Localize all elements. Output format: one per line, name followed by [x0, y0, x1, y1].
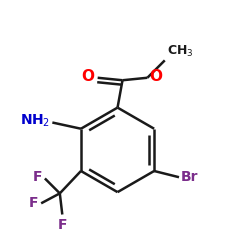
- Text: O: O: [149, 69, 162, 84]
- Text: F: F: [29, 196, 39, 210]
- Text: NH$_2$: NH$_2$: [20, 113, 50, 130]
- Text: F: F: [58, 218, 67, 232]
- Text: Br: Br: [181, 170, 198, 184]
- Text: CH$_3$: CH$_3$: [167, 44, 194, 59]
- Text: O: O: [82, 69, 95, 84]
- Text: F: F: [33, 170, 42, 184]
